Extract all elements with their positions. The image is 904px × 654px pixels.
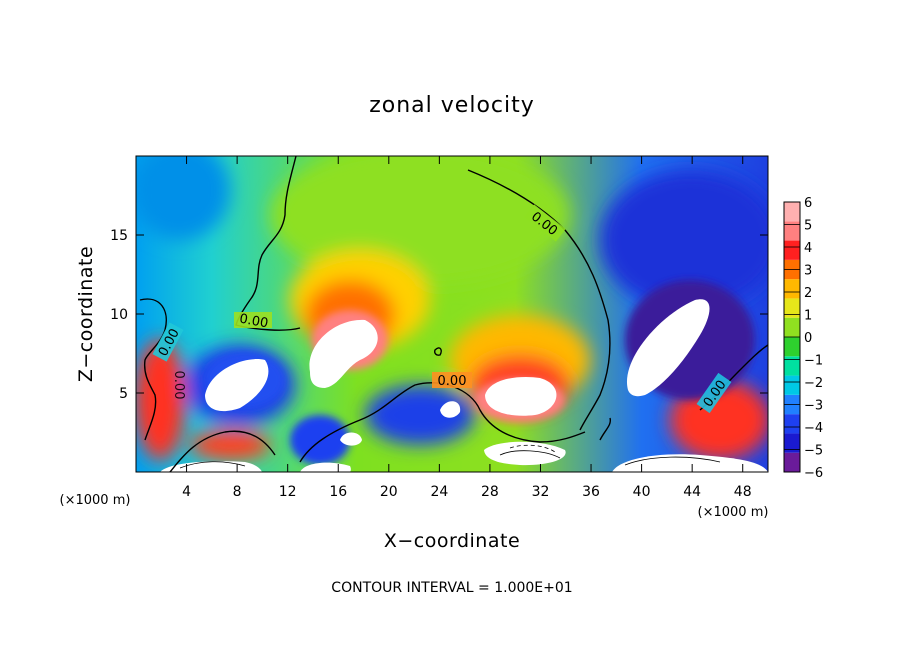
x-tick-label: 44 bbox=[683, 484, 701, 500]
x-axis-label: X−coordinate bbox=[384, 530, 520, 552]
colorbar-tick-label: 6 bbox=[804, 196, 812, 211]
colorbar-tick-label: 4 bbox=[804, 241, 812, 256]
colorbar-swatch bbox=[784, 317, 800, 337]
x-tick-label: 32 bbox=[532, 484, 550, 500]
x-tick-label: 16 bbox=[329, 484, 347, 500]
x-tick-label: 20 bbox=[380, 484, 398, 500]
x-unit-left: (×1000 m) bbox=[60, 493, 131, 508]
chart-title: zonal velocity bbox=[369, 93, 535, 118]
x-tick-label: 4 bbox=[182, 484, 191, 500]
contour-label: 0.00 bbox=[238, 312, 269, 332]
x-unit-right: (×1000 m) bbox=[698, 505, 769, 520]
colorbar-swatch bbox=[784, 414, 800, 434]
colorbar-tick-label: 0 bbox=[804, 331, 812, 346]
colorbar-tick-label: −4 bbox=[804, 421, 823, 436]
x-tick-label: 28 bbox=[481, 484, 499, 500]
x-tick-label: 40 bbox=[633, 484, 651, 500]
colorbar-swatch bbox=[784, 221, 800, 241]
colorbar-swatch bbox=[784, 433, 800, 453]
colorbar-tick-label: −3 bbox=[804, 399, 823, 414]
colorbar: 6 5 4 3 2 1 0 −1 −2 −3 −4 −5 −6 bbox=[783, 196, 823, 481]
colorbar-swatch bbox=[784, 452, 800, 472]
x-tick-label: 36 bbox=[582, 484, 600, 500]
contour-interval-note: CONTOUR INTERVAL = 1.000E+01 bbox=[331, 580, 572, 596]
colorbar-swatch bbox=[784, 279, 800, 299]
contour-label: 0.00 bbox=[171, 371, 186, 400]
colorbar-swatch bbox=[784, 375, 800, 395]
contour-label: 0.00 bbox=[438, 374, 467, 389]
y-axis-label: Z−coordinate bbox=[75, 246, 97, 382]
colorbar-swatch bbox=[784, 202, 800, 222]
colorbar-tick-label: −5 bbox=[804, 444, 823, 459]
colorbar-tick-label: −2 bbox=[804, 376, 823, 391]
colorbar-swatch bbox=[784, 240, 800, 260]
y-tick-label: 15 bbox=[110, 228, 128, 244]
colorbar-tick-label: −6 bbox=[804, 466, 823, 481]
colorbar-tick-label: 3 bbox=[804, 264, 812, 279]
x-tick-label: 24 bbox=[430, 484, 448, 500]
y-axis: 5 10 15 bbox=[110, 228, 768, 402]
colorbar-tick-label: 2 bbox=[804, 286, 812, 301]
x-tick-label: 48 bbox=[734, 484, 752, 500]
colorbar-tick-label: 5 bbox=[804, 219, 812, 234]
colorbar-tick-label: 1 bbox=[804, 309, 812, 324]
x-tick-label: 8 bbox=[233, 484, 242, 500]
x-axis: 4 8 12 16 20 24 28 32 36 40 44 48 bbox=[182, 156, 752, 500]
colorbar-swatch bbox=[784, 356, 800, 376]
y-tick-label: 5 bbox=[119, 386, 128, 402]
y-tick-label: 10 bbox=[110, 307, 128, 323]
heatmap-field: 0.00 0.00 0.00 0.00 0.00 0.00 bbox=[136, 156, 768, 472]
colorbar-swatch bbox=[784, 298, 800, 318]
colorbar-tick-label: −1 bbox=[804, 354, 823, 369]
colorbar-swatch bbox=[784, 337, 800, 357]
x-tick-label: 12 bbox=[279, 484, 297, 500]
